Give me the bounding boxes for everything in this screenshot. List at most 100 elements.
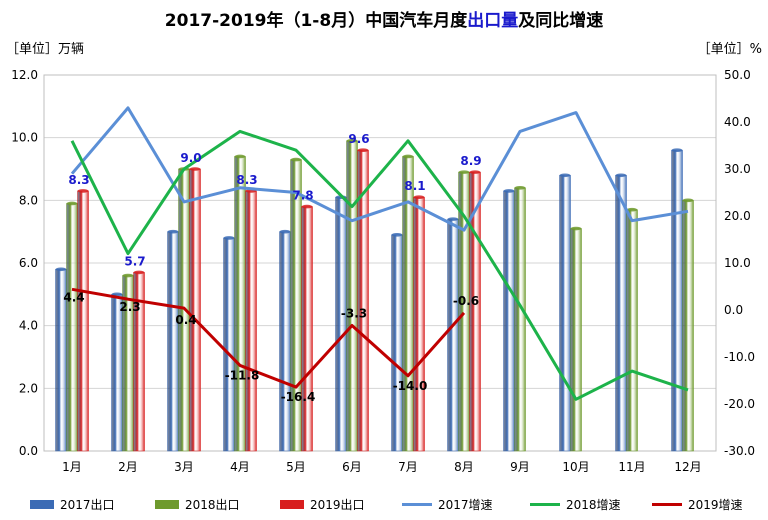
- legend-item-2019-growth: 2019增速: [652, 496, 743, 513]
- bar-cap-2019出口: [133, 270, 145, 275]
- bar-cap-2018出口: [626, 207, 638, 212]
- right-axis-tick-label: -10.0: [724, 350, 755, 364]
- x-axis-tick-label: 10月: [562, 460, 589, 474]
- bar-cap-2017出口: [223, 236, 235, 240]
- bar-cap-2018出口: [570, 226, 582, 231]
- legend-label-2018-growth: 2018增速: [566, 498, 621, 512]
- bar-2018出口: [346, 140, 358, 452]
- bar-2017出口: [279, 231, 291, 452]
- line-data-label-2019: -16.4: [281, 390, 316, 404]
- x-axis-tick-label: 12月: [674, 460, 701, 474]
- bar-data-label-2019: 9.6: [348, 132, 369, 146]
- bar-2017出口: [223, 237, 235, 452]
- bar-2018出口: [626, 209, 638, 452]
- left-axis-tick-label: 2.0: [19, 381, 38, 395]
- bar-cap-2018出口: [402, 154, 414, 159]
- legend-label-2019-export: 2019出口: [310, 498, 365, 512]
- bar-2019出口: [469, 171, 481, 452]
- bar-cap-2019出口: [189, 167, 201, 171]
- title-highlight: 出口量: [467, 11, 519, 31]
- right-axis-tick-label: 20.0: [724, 209, 751, 223]
- bar-2019出口: [189, 168, 201, 452]
- legend-item-2018-export: 2018出口: [155, 496, 240, 513]
- bar-2018出口: [514, 187, 526, 452]
- bar-data-label-2019: 9.0: [180, 151, 201, 165]
- left-axis-tick-label: 0.0: [19, 444, 38, 458]
- left-axis-tick-label: 6.0: [19, 256, 38, 270]
- title-prefix: 2017-2019年（1-8月）中国汽车月度: [164, 11, 468, 31]
- x-axis-tick-label: 3月: [174, 460, 194, 474]
- bar-data-label-2019: 8.3: [68, 173, 89, 187]
- bar-2019出口: [413, 196, 425, 452]
- bar-cap-2017出口: [615, 173, 627, 178]
- left-axis-tick-label: 4.0: [19, 319, 38, 333]
- bar-cap-2018出口: [290, 157, 302, 162]
- bar-cap-2019出口: [413, 195, 425, 199]
- line-2018增速: [70, 129, 689, 401]
- legend-label-2018-export: 2018出口: [185, 498, 240, 512]
- title-suffix: 及同比增速: [518, 11, 604, 31]
- bar-2017出口: [391, 234, 403, 452]
- right-axis-tick-label: -30.0: [724, 444, 755, 458]
- bar-cap-2017出口: [559, 173, 571, 178]
- bar-cap-2017出口: [447, 217, 459, 221]
- bar-cap-2019出口: [301, 204, 313, 209]
- left-axis-tick-label: 8.0: [19, 193, 38, 207]
- legend: 2017出口 2018出口 2019出口 2017增速 2018增速 2019增…: [30, 496, 760, 518]
- right-axis-tick-label: 0.0: [724, 303, 743, 317]
- legend-label-2017-growth: 2017增速: [438, 498, 493, 512]
- bar-cap-2017出口: [279, 229, 291, 234]
- x-axis-tick-label: 1月: [62, 460, 82, 474]
- legend-item-2017-growth: 2017增速: [402, 496, 493, 513]
- right-axis-unit: ［单位］%: [697, 42, 762, 57]
- bar-2017出口: [167, 231, 179, 452]
- line-data-label-2019: -0.6: [453, 294, 479, 308]
- bar-cap-2017出口: [503, 189, 515, 193]
- x-axis-tick-label: 8月: [454, 460, 474, 474]
- legend-item-2018-growth: 2018增速: [530, 496, 621, 513]
- bar-cap-2018出口: [514, 186, 526, 190]
- right-axis-tick-label: 30.0: [724, 162, 751, 176]
- bar-data-label-2019: 5.7: [124, 254, 145, 268]
- bar-2017出口: [335, 196, 347, 452]
- bar-cap-2019出口: [77, 189, 89, 193]
- bar-2018出口: [290, 159, 302, 452]
- bar-cap-2018出口: [346, 139, 358, 143]
- x-axis-tick-label: 6月: [342, 460, 362, 474]
- bar-2018出口: [682, 200, 694, 452]
- x-axis-tick-label: 9月: [510, 460, 530, 474]
- line-data-label-2019: -11.8: [225, 368, 260, 382]
- legend-swatch-2017-export: [30, 500, 54, 509]
- bar-cap-2017出口: [167, 229, 179, 234]
- legend-swatch-2018-growth: [530, 503, 560, 506]
- chart-title: 2017-2019年（1-8月）中国汽车月度出口量及同比增速: [0, 6, 768, 31]
- bar-cap-2017出口: [55, 267, 67, 272]
- right-axis-tick-label: 40.0: [724, 115, 751, 129]
- line-2017增速: [70, 106, 689, 232]
- line-data-label-2019: -3.3: [341, 307, 367, 321]
- bar-2019出口: [245, 190, 257, 452]
- legend-item-2019-export: 2019出口: [280, 496, 365, 513]
- bar-cap-2018出口: [66, 201, 78, 206]
- line-data-label-2019: 4.4: [63, 290, 84, 304]
- bar-data-label-2019: 8.1: [404, 179, 425, 193]
- legend-label-2017-export: 2017出口: [60, 498, 115, 512]
- bar-cap-2018出口: [122, 273, 134, 278]
- right-axis-tick-label: 10.0: [724, 256, 751, 270]
- bar-2017出口: [503, 190, 515, 452]
- line-2019增速: [71, 287, 466, 389]
- legend-swatch-2017-growth: [402, 503, 432, 506]
- legend-swatch-2019-export: [280, 500, 304, 509]
- bar-2017出口: [615, 175, 627, 452]
- bar-2017出口: [671, 149, 683, 452]
- right-axis-tick-label: 50.0: [724, 68, 751, 82]
- left-axis-tick-label: 10.0: [11, 131, 38, 145]
- legend-swatch-2018-export: [155, 500, 179, 509]
- bar-2018出口: [234, 156, 246, 452]
- right-axis-tick-label: -20.0: [724, 397, 755, 411]
- x-axis-tick-label: 7月: [398, 460, 418, 474]
- bar-cap-2017出口: [391, 233, 403, 237]
- legend-item-2017-export: 2017出口: [30, 496, 115, 513]
- legend-swatch-2019-growth: [652, 503, 682, 506]
